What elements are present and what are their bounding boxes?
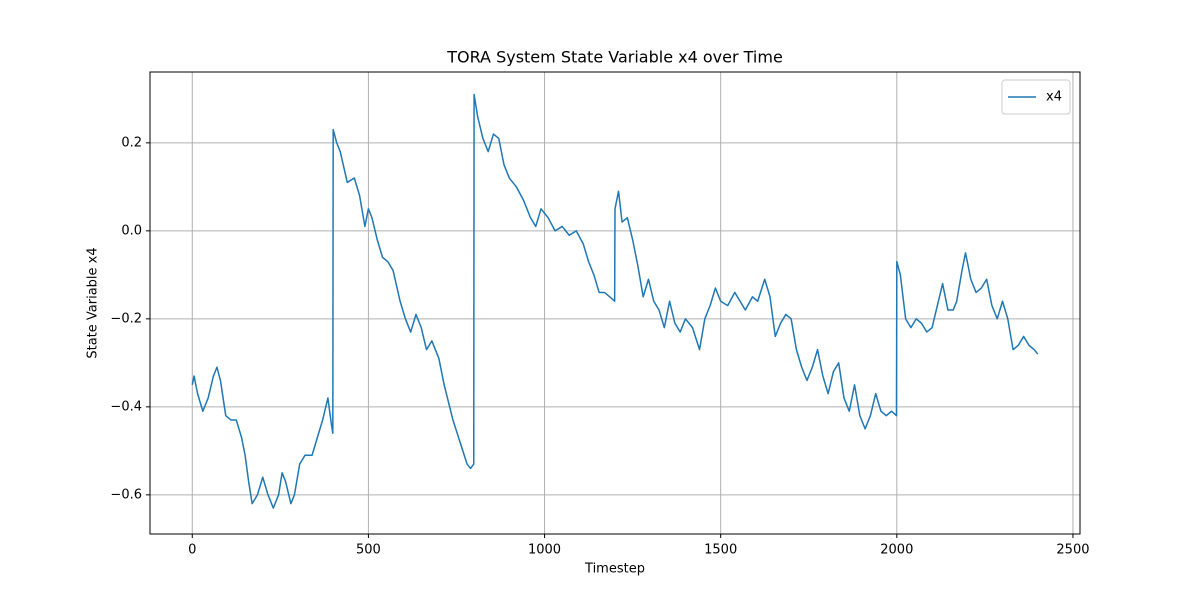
x-tick-label: 0 <box>188 543 196 558</box>
x-tick-label: 1000 <box>528 543 561 558</box>
x-axis-label: Timestep <box>584 562 645 577</box>
x-tick-label: 1500 <box>704 543 737 558</box>
legend-label: x4 <box>1046 90 1062 105</box>
chart-title: TORA System State Variable x4 over Time <box>446 48 783 67</box>
x-tick-label: 500 <box>356 543 381 558</box>
y-tick-label: −0.6 <box>110 487 142 502</box>
y-tick-label: 0.0 <box>121 223 142 238</box>
plot-frame <box>149 71 1081 535</box>
y-tick-label: −0.4 <box>110 399 142 414</box>
y-axis-label: State Variable x4 <box>86 247 101 358</box>
y-tick-label: −0.2 <box>110 311 142 326</box>
y-tick-label: 0.2 <box>121 135 142 150</box>
x-tick-label: 2500 <box>1056 543 1089 558</box>
line <box>191 93 1039 509</box>
x-tick-label: 2000 <box>880 543 913 558</box>
